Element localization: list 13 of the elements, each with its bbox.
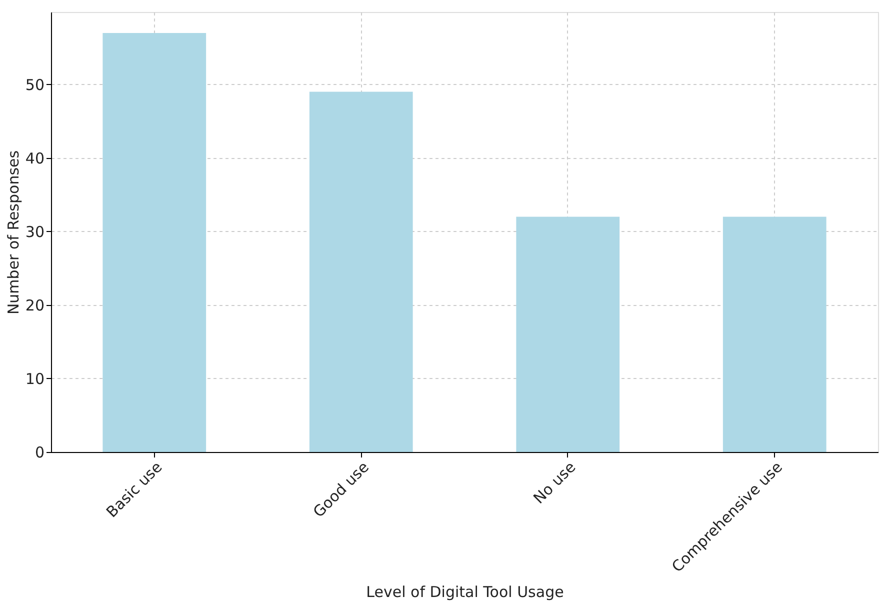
- bar: [102, 32, 206, 452]
- y-tick-label: 0: [34, 444, 44, 462]
- y-tick-label: 30: [25, 222, 44, 241]
- y-tick-label: 20: [25, 296, 44, 314]
- bar: [309, 92, 413, 452]
- x-axis-title: Level of Digital Tool Usage: [366, 583, 564, 602]
- y-tick-label: 50: [25, 76, 44, 94]
- x-tick-label: No use: [530, 458, 580, 508]
- y-tick-label: 10: [25, 370, 44, 388]
- y-tick-label: 40: [25, 149, 44, 168]
- bar: [516, 216, 620, 452]
- bar: [722, 216, 826, 452]
- y-axis-title: Number of Responses: [4, 150, 22, 315]
